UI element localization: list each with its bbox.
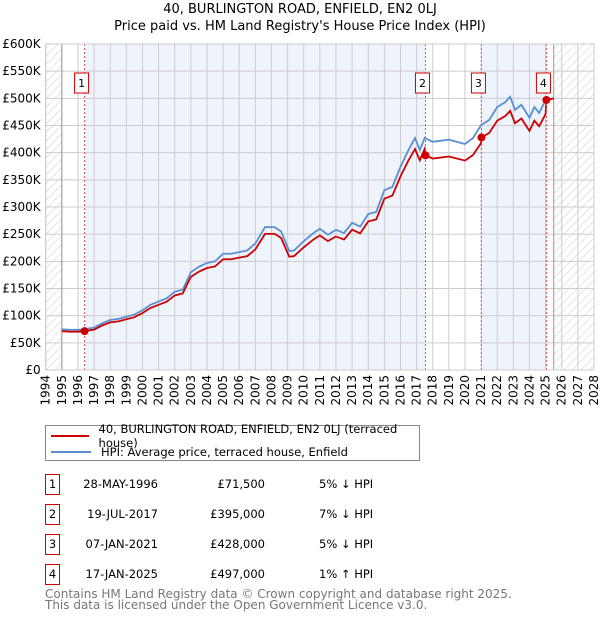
sale-label-box <box>74 72 90 94</box>
x-tick-label: 2028 <box>587 375 600 406</box>
x-tick-label: 2002 <box>168 375 182 406</box>
sale-point <box>80 327 89 336</box>
hpi-line <box>61 94 554 331</box>
sale-number: 4 <box>45 564 60 585</box>
x-tick-label: 2013 <box>345 375 359 406</box>
y-tick-label: £100K <box>2 309 42 323</box>
x-tick-label: 2020 <box>458 375 472 406</box>
sale-price: £497,000 <box>210 567 265 581</box>
footer-licence: This data is licensed under the Open Gov… <box>45 598 428 612</box>
sale-number: 1 <box>45 474 60 495</box>
y-tick-label: £500K <box>2 91 42 105</box>
x-tick-label: 2027 <box>571 375 585 406</box>
x-tick-label: 2022 <box>490 375 504 406</box>
x-tick-label: 2003 <box>184 375 198 406</box>
x-tick-label: 2001 <box>152 375 166 406</box>
sale-date: 19-JUL-2017 <box>87 507 158 521</box>
sale-date: 28-MAY-1996 <box>83 477 158 491</box>
legend: 40, BURLINGTON ROAD, ENFIELD, EN2 0LJ (t… <box>45 422 420 461</box>
x-tick-label: 2023 <box>506 375 520 406</box>
x-tick-label: 2004 <box>200 375 214 406</box>
x-tick-label: 2005 <box>216 375 230 406</box>
x-tick-label: 2011 <box>313 375 327 406</box>
sale-point <box>477 133 486 142</box>
legend-property: 40, BURLINGTON ROAD, ENFIELD, EN2 0LJ (t… <box>98 422 398 450</box>
plot-border <box>45 43 595 371</box>
x-tick-label: 2026 <box>555 375 569 406</box>
y-tick-label: £300K <box>2 200 42 214</box>
y-tick-label: £400K <box>2 146 42 160</box>
sale-number: 2 <box>45 504 60 525</box>
x-tick-label: 2009 <box>281 375 295 406</box>
sale-label-number: 3 <box>475 77 482 90</box>
y-tick-label: £550K <box>2 64 42 78</box>
x-tick-label: 2008 <box>264 375 278 406</box>
sale-label-number: 1 <box>78 77 85 90</box>
x-tick-label: 2000 <box>135 375 149 406</box>
y-tick-label: £200K <box>2 254 42 268</box>
y-tick-label: £50K <box>10 336 42 350</box>
legend-hpi: HPI: Average price, terraced house, Enfi… <box>101 445 348 459</box>
sale-hpi-diff: 5% ↓ HPI <box>319 537 374 551</box>
sale-hpi-diff: 1% ↑ HPI <box>319 567 374 581</box>
sale-row: 1 28-MAY-1996 £71,500 5% ↓ HPI <box>0 474 600 495</box>
sale-point <box>542 95 551 104</box>
sale-price: £428,000 <box>210 537 265 551</box>
sale-price: £71,500 <box>217 477 265 491</box>
property-line <box>61 97 554 333</box>
x-tick-label: 2006 <box>232 375 246 406</box>
legend-swatch-property <box>51 435 89 437</box>
y-tick-label: £350K <box>2 173 42 187</box>
x-tick-label: 2016 <box>393 375 407 406</box>
chart-title: 40, BURLINGTON ROAD, ENFIELD, EN2 0LJ <box>163 2 437 17</box>
legend-swatch-hpi <box>51 451 91 453</box>
footer-copyright: Contains HM Land Registry data © Crown c… <box>45 587 512 601</box>
sale-row: 4 17-JAN-2025 £497,000 1% ↑ HPI <box>0 564 600 585</box>
x-tick-label: 2019 <box>442 375 456 406</box>
sale-number: 3 <box>45 534 60 555</box>
sale-label-number: 2 <box>419 77 426 90</box>
sale-label-box <box>535 72 551 94</box>
sale-point <box>421 151 430 160</box>
sale-date: 07-JAN-2021 <box>85 537 159 551</box>
x-tick-label: 1999 <box>119 375 133 406</box>
x-tick-label: 2012 <box>329 375 343 406</box>
sale-label-number: 4 <box>540 77 547 90</box>
x-tick-label: 2021 <box>474 375 488 406</box>
x-tick-label: 2014 <box>361 375 375 406</box>
sale-hpi-diff: 7% ↓ HPI <box>319 507 374 521</box>
y-tick-label: £600K <box>2 37 42 51</box>
x-tick-label: 2024 <box>522 375 536 406</box>
x-tick-label: 2007 <box>248 375 262 406</box>
sale-price: £395,000 <box>210 507 265 521</box>
x-tick-label: 2017 <box>410 375 424 406</box>
x-tick-label: 1994 <box>39 375 53 406</box>
y-tick-label: £250K <box>2 227 42 241</box>
x-tick-label: 1997 <box>87 375 101 406</box>
y-tick-label: £450K <box>2 119 42 133</box>
x-tick-label: 2018 <box>426 375 440 406</box>
y-tick-label: £150K <box>2 282 42 296</box>
sale-hpi-diff: 5% ↓ HPI <box>319 477 374 491</box>
y-tick-label: £0 <box>25 363 40 377</box>
x-tick-label: 2015 <box>377 375 391 406</box>
x-tick-label: 1995 <box>55 375 69 406</box>
sale-row: 2 19-JUL-2017 £395,000 7% ↓ HPI <box>0 504 600 525</box>
x-tick-label: 2025 <box>539 375 553 406</box>
x-tick-label: 1998 <box>103 375 117 406</box>
sale-label-box <box>470 72 486 94</box>
sale-date: 17-JAN-2025 <box>85 567 159 581</box>
chart-subtitle: Price paid vs. HM Land Registry's House … <box>114 19 486 34</box>
sale-row: 3 07-JAN-2021 £428,000 5% ↓ HPI <box>0 534 600 555</box>
x-tick-label: 1996 <box>71 375 85 406</box>
sale-label-box <box>414 72 430 94</box>
price-chart: £0 £50K £100K £150K £200K £250K £300K £350K £400… <box>2 37 600 406</box>
x-tick-label: 2010 <box>297 375 311 406</box>
